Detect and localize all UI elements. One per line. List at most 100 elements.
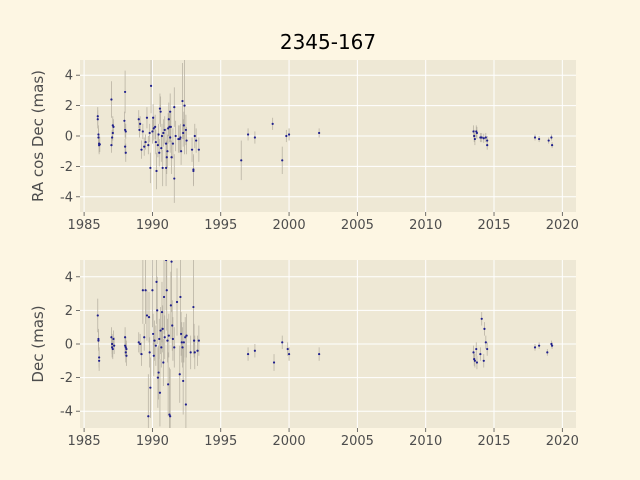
data-point	[272, 361, 276, 364]
data-point	[182, 341, 185, 344]
chart-title: 2345-167	[280, 30, 376, 54]
data-point	[125, 347, 128, 351]
data-point	[156, 309, 159, 312]
data-point	[167, 383, 170, 386]
data-point	[167, 118, 170, 121]
data-point	[475, 347, 478, 351]
data-point	[167, 334, 170, 337]
data-point	[139, 122, 142, 125]
data-point	[124, 130, 127, 133]
data-point	[160, 310, 164, 314]
data-point	[185, 334, 188, 337]
data-point	[472, 130, 475, 133]
data-point	[285, 134, 288, 138]
data-point	[192, 339, 196, 342]
data-point	[151, 289, 154, 292]
y-tick-label: 2	[65, 99, 73, 114]
data-point	[473, 359, 476, 362]
data-point	[181, 346, 184, 349]
data-point	[533, 346, 537, 349]
chart-panel-2: 1985 1990 1995 2000 2005 2010 2015 2020 4 2 0 -2 -4 D…	[29, 260, 579, 449]
data-point	[164, 260, 168, 262]
data-series	[96, 60, 554, 203]
data-point	[166, 150, 169, 153]
data-point	[182, 379, 185, 383]
data-point	[547, 139, 550, 142]
data-point	[173, 106, 176, 109]
data-point	[480, 317, 483, 320]
data-point	[123, 90, 127, 94]
data-point	[97, 136, 100, 139]
x-tick-label: 2000	[273, 218, 306, 233]
data-point	[164, 166, 168, 170]
data-point	[123, 336, 127, 339]
data-point	[149, 386, 152, 389]
data-point	[165, 289, 168, 292]
data-point	[480, 136, 483, 139]
data-point	[180, 150, 183, 153]
data-point	[147, 316, 151, 319]
data-point	[546, 351, 549, 354]
data-point	[152, 116, 155, 119]
data-point	[168, 413, 171, 416]
data-point	[475, 361, 479, 364]
data-point	[175, 300, 179, 304]
data-point	[169, 110, 172, 113]
data-point	[165, 156, 168, 159]
data-point	[169, 125, 172, 128]
data-point	[181, 99, 184, 103]
x-tick-label: 2000	[273, 434, 306, 449]
data-point	[140, 352, 143, 356]
x-tick-label: 2020	[546, 434, 579, 449]
data-point	[164, 142, 168, 145]
data-point	[183, 104, 186, 107]
data-point	[97, 133, 100, 136]
y-tick-label: -2	[60, 160, 73, 175]
data-point	[124, 151, 127, 154]
data-point	[193, 351, 196, 354]
data-point	[163, 336, 166, 339]
data-point	[152, 332, 155, 336]
data-point	[157, 133, 160, 136]
data-point	[123, 145, 127, 148]
x-tick-label: 2005	[341, 434, 374, 449]
data-point	[538, 137, 541, 141]
data-point	[110, 98, 113, 101]
data-point	[538, 344, 541, 347]
data-point	[148, 131, 151, 135]
x-tick-label: 1995	[204, 434, 237, 449]
data-point	[98, 356, 101, 359]
data-point	[160, 346, 163, 349]
data-point	[287, 133, 291, 136]
data-point	[473, 358, 476, 361]
data-point	[169, 415, 172, 418]
y-axis-label: Dec (mas)	[29, 305, 47, 382]
x-tick-label: 2020	[546, 218, 579, 233]
data-point	[143, 145, 146, 148]
data-point	[137, 118, 140, 121]
data-point	[144, 140, 147, 144]
data-point	[550, 136, 553, 139]
data-point	[124, 351, 127, 354]
data-point	[286, 347, 289, 351]
data-point	[112, 125, 115, 128]
data-point	[111, 346, 114, 349]
data-point	[111, 347, 114, 351]
data-point	[124, 346, 127, 349]
data-point	[192, 305, 195, 309]
data-point	[173, 346, 176, 349]
data-point	[190, 148, 194, 151]
y-tick-label: 2	[65, 304, 73, 319]
x-tick-label: 1990	[136, 218, 169, 233]
data-point	[472, 351, 475, 354]
data-point	[192, 168, 195, 171]
data-point	[158, 391, 162, 394]
data-point	[253, 349, 256, 352]
data-point	[153, 339, 156, 342]
data-point	[96, 314, 99, 317]
data-point	[271, 122, 274, 125]
data-point	[281, 159, 284, 162]
data-point	[475, 131, 479, 135]
data-point	[179, 295, 182, 299]
